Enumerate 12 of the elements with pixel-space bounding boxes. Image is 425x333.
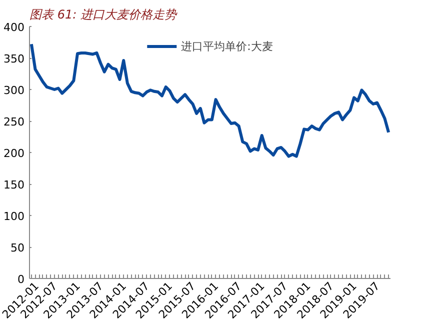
y-tick-label: 100 [4, 210, 25, 223]
y-tick-label: 400 [4, 21, 25, 34]
y-tick-label: 150 [4, 178, 25, 192]
y-tick-label: 200 [4, 147, 25, 160]
y-tick-label: 250 [4, 116, 25, 128]
line-series [30, 42, 390, 158]
legend-label: 进口平均单价:大麦 [181, 38, 273, 54]
y-tick-label: 50 [10, 242, 25, 254]
chart-title: 图表 61: 进口大麦价格走势 [30, 8, 178, 22]
y-tick-label: 0 [18, 273, 24, 286]
y-tick-label: 300 [4, 84, 25, 97]
y-tick-label: 350 [4, 52, 25, 66]
